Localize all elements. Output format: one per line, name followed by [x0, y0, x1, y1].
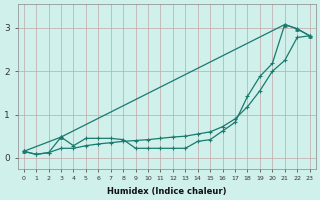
- X-axis label: Humidex (Indice chaleur): Humidex (Indice chaleur): [107, 187, 227, 196]
